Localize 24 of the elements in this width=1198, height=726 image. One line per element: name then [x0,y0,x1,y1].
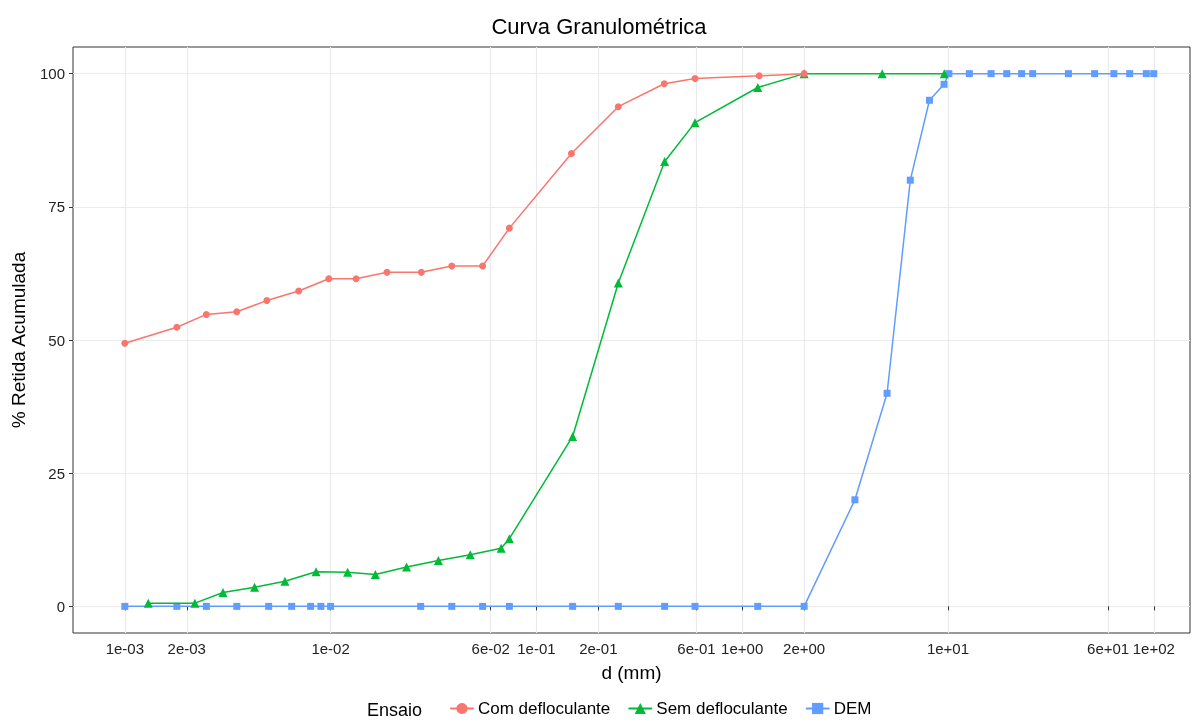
legend-label: DEM [833,699,872,718]
y-tick-label: 0 [56,597,65,615]
x-tick-label: 1e-03 [105,640,145,657]
x-tick-label: 6e-01 [677,640,716,657]
legend-label: Sem defloculante [656,699,788,718]
x-tick-label: 1e+00 [721,640,764,657]
y-tick-label: 25 [48,464,65,482]
y-tick-label: 100 [39,65,65,83]
x-tick-label: 2e+00 [783,640,826,657]
x-tick-label: 1e-01 [517,640,556,657]
x-tick-label: 2e-01 [579,640,618,657]
y-tick-label: 75 [48,198,65,216]
legend-title: Ensaio [367,700,423,720]
x-tick-label: 1e-02 [311,640,350,657]
y-tick-label: 50 [48,331,65,349]
x-tick-label: 2e-03 [167,640,206,657]
chart-title: Curva Granulométrica [491,13,708,39]
x-tick-label: 1e+01 [926,640,970,657]
y-axis-title: % Retida Acumulada [8,251,29,429]
x-tick-label: 6e+01 [1087,640,1130,657]
x-axis-title: d (mm) [601,662,662,683]
x-tick-label: 1e+02 [1132,640,1175,657]
legend-label: Com defloculante [478,699,611,718]
x-tick-label: 6e-02 [471,640,510,657]
